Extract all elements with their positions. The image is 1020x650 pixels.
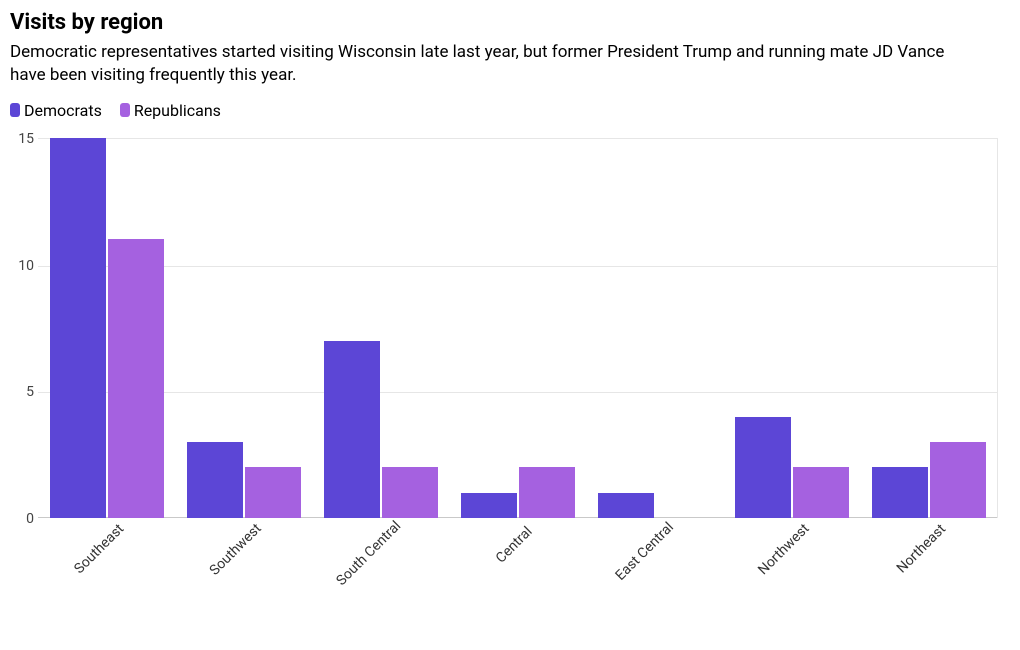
bar-group [860,139,997,518]
x-tick-label: Southeast [71,521,127,577]
bar [245,467,301,518]
x-label-cell: Northeast [861,518,998,598]
legend-swatch-democrats [10,103,20,117]
bar-group [723,139,860,518]
legend-item-republicans: Republicans [120,101,221,120]
bar [324,341,380,518]
x-axis-labels: Southeast Southwest South Central Central Ea… [38,518,998,598]
x-label-cell: South Central [312,518,449,598]
y-tick-label: 5 [10,384,34,400]
bar [930,442,986,518]
bar-group [586,139,723,518]
bar [50,138,106,518]
bar [872,467,928,518]
x-tick-label: Northeast [894,521,949,576]
bar [598,493,654,518]
y-tick-label: 10 [10,258,34,274]
bar [108,239,164,518]
chart-title: Visits by region [10,10,1010,35]
x-label-cell: Southwest [175,518,312,598]
x-label-cell: Southeast [38,518,175,598]
bar-group [312,139,449,518]
x-tick-label: East Central [613,519,677,583]
chart-subtitle: Democratic representatives started visit… [10,41,970,87]
bar-group [449,139,586,518]
x-tick-label: South Central [333,518,404,589]
y-tick-label: 0 [10,511,34,527]
bar [461,493,517,518]
x-tick-label: Central [493,524,536,567]
x-label-cell: Northwest [724,518,861,598]
bar-group [175,139,312,518]
bar-groups [38,139,997,518]
x-tick-label: Northwest [755,521,812,578]
legend: Democrats Republicans [10,101,1010,120]
legend-item-democrats: Democrats [10,101,102,120]
x-label-cell: Central [449,518,586,598]
legend-label-democrats: Democrats [24,101,102,120]
bar [735,417,791,518]
bar [793,467,849,518]
x-tick-label: Southwest [206,521,264,579]
bar [187,442,243,518]
x-label-cell: East Central [587,518,724,598]
bar-group [38,139,175,518]
chart: 051015 Southeast Southwest South Central Ce… [10,138,998,598]
bar [382,467,438,518]
plot-area: 051015 [38,138,998,518]
bar [519,467,575,518]
legend-label-republicans: Republicans [134,101,221,120]
legend-swatch-republicans [120,103,130,117]
y-tick-label: 15 [10,131,34,147]
